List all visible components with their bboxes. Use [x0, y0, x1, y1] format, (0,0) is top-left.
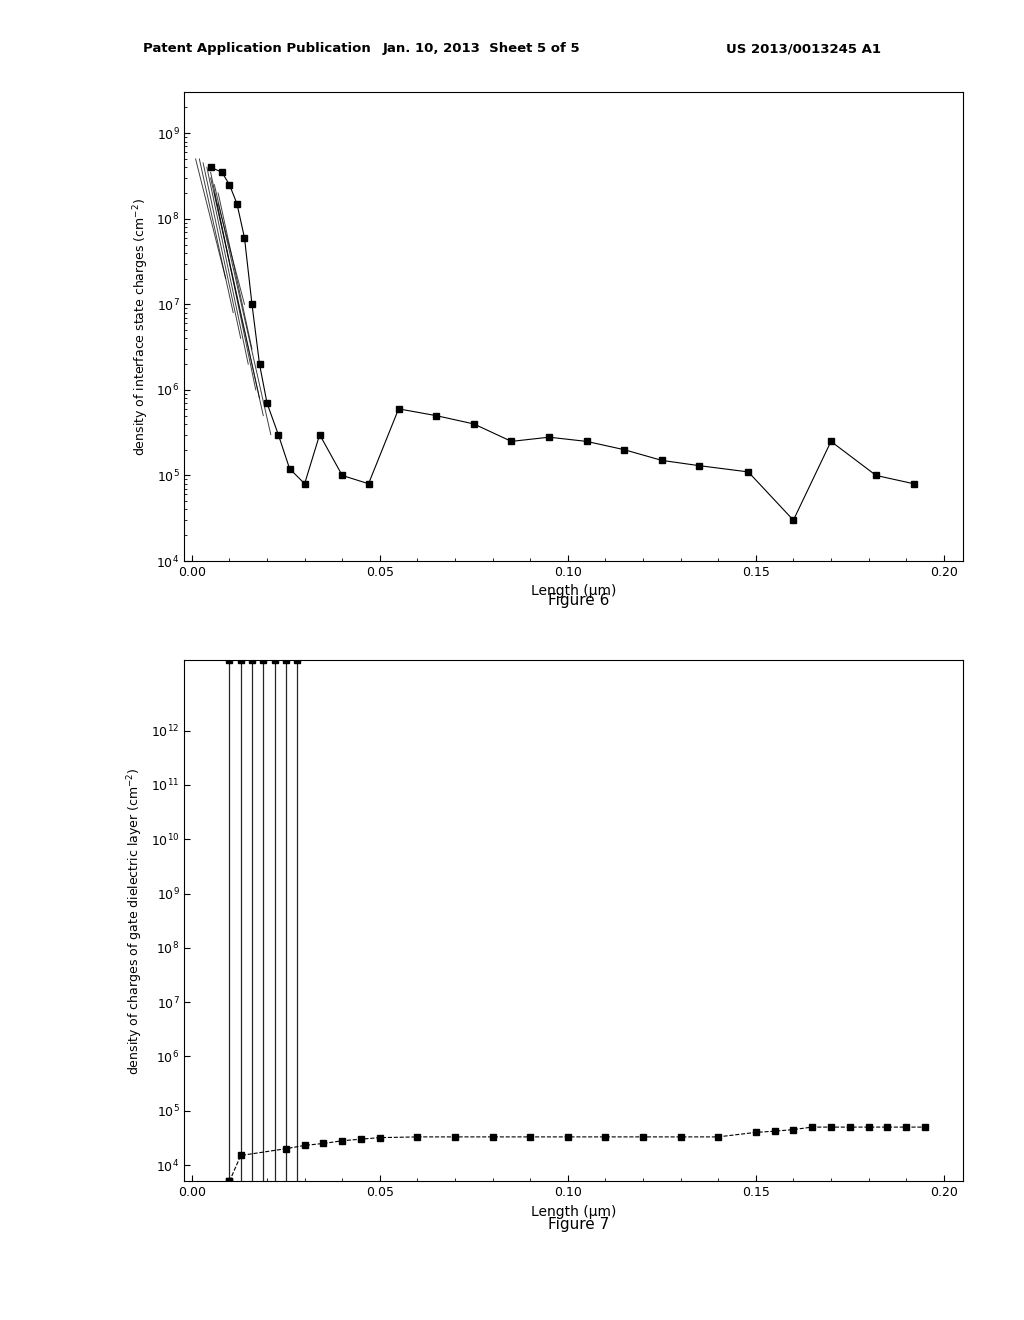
Y-axis label: density of charges of gate dielectric layer (cm$^{-2}$): density of charges of gate dielectric la… — [126, 767, 145, 1074]
Text: Jan. 10, 2013  Sheet 5 of 5: Jan. 10, 2013 Sheet 5 of 5 — [383, 42, 580, 55]
X-axis label: Length (μm): Length (μm) — [530, 1205, 616, 1218]
Text: Figure 7: Figure 7 — [548, 1217, 609, 1233]
Text: US 2013/0013245 A1: US 2013/0013245 A1 — [726, 42, 881, 55]
Text: Figure 6: Figure 6 — [548, 593, 609, 609]
X-axis label: Length (μm): Length (μm) — [530, 585, 616, 598]
Y-axis label: density of interface state charges (cm$^{-2}$): density of interface state charges (cm$^… — [131, 198, 151, 455]
Text: Patent Application Publication: Patent Application Publication — [143, 42, 371, 55]
